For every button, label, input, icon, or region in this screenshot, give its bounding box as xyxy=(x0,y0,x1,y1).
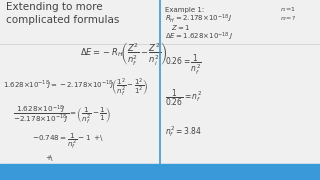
Text: $0.26 = \dfrac{1}{n_f^{2}}$: $0.26 = \dfrac{1}{n_f^{2}}$ xyxy=(165,53,202,77)
Text: Extending to more
complicated formulas: Extending to more complicated formulas xyxy=(6,2,120,25)
Text: $1.628{\times}10^{-18}\!J = -2.178{\times}10^{-18}\!J\!\left(\dfrac{1^2}{n_f^{2}: $1.628{\times}10^{-18}\!J = -2.178{\time… xyxy=(3,76,149,98)
Text: $n_f\!=\!?$: $n_f\!=\!?$ xyxy=(280,14,296,23)
Text: $n_f^{2} = 3.84$: $n_f^{2} = 3.84$ xyxy=(165,124,201,139)
Text: $n_i\!=\!1$: $n_i\!=\!1$ xyxy=(280,5,296,14)
Bar xyxy=(0,164,320,180)
Text: $+\!\backslash$: $+\!\backslash$ xyxy=(45,153,54,163)
Text: Example 1:: Example 1: xyxy=(165,7,204,13)
Text: $\dfrac{1}{0.26} = n_f^{2}$: $\dfrac{1}{0.26} = n_f^{2}$ xyxy=(165,88,202,108)
Text: $\Delta E = 1.628{\times}10^{-18}\,J$: $\Delta E = 1.628{\times}10^{-18}\,J$ xyxy=(165,31,233,43)
Text: $-0.748 = \dfrac{1}{n_f^{2}} - 1 \;+\!\backslash$: $-0.748 = \dfrac{1}{n_f^{2}} - 1 \;+\!\b… xyxy=(32,132,104,151)
Text: $\dfrac{1.628{\times}10^{-18}\!J}{-2.178{\times}10^{-18}\!J} = \left(\dfrac{1}{n: $\dfrac{1.628{\times}10^{-18}\!J}{-2.178… xyxy=(13,103,111,126)
Text: $R_H = 2.178{\times}10^{-18}\,J$: $R_H = 2.178{\times}10^{-18}\,J$ xyxy=(165,13,233,25)
Text: $Z = 1$: $Z = 1$ xyxy=(171,23,190,32)
Text: $\Delta E = -R_H\!\left(\dfrac{Z^2}{n_f^{2}} - \dfrac{Z^2}{n_i^{2}}\right)$: $\Delta E = -R_H\!\left(\dfrac{Z^2}{n_f^… xyxy=(80,41,167,68)
